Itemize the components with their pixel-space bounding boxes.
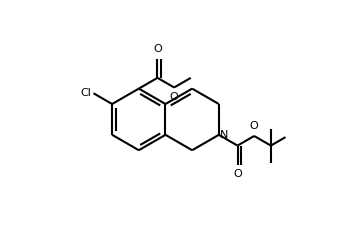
Text: O: O [170, 92, 178, 102]
Text: O: O [250, 121, 258, 131]
Text: N: N [220, 130, 229, 140]
Text: O: O [153, 44, 162, 54]
Text: O: O [233, 169, 242, 179]
Text: Cl: Cl [80, 88, 91, 98]
